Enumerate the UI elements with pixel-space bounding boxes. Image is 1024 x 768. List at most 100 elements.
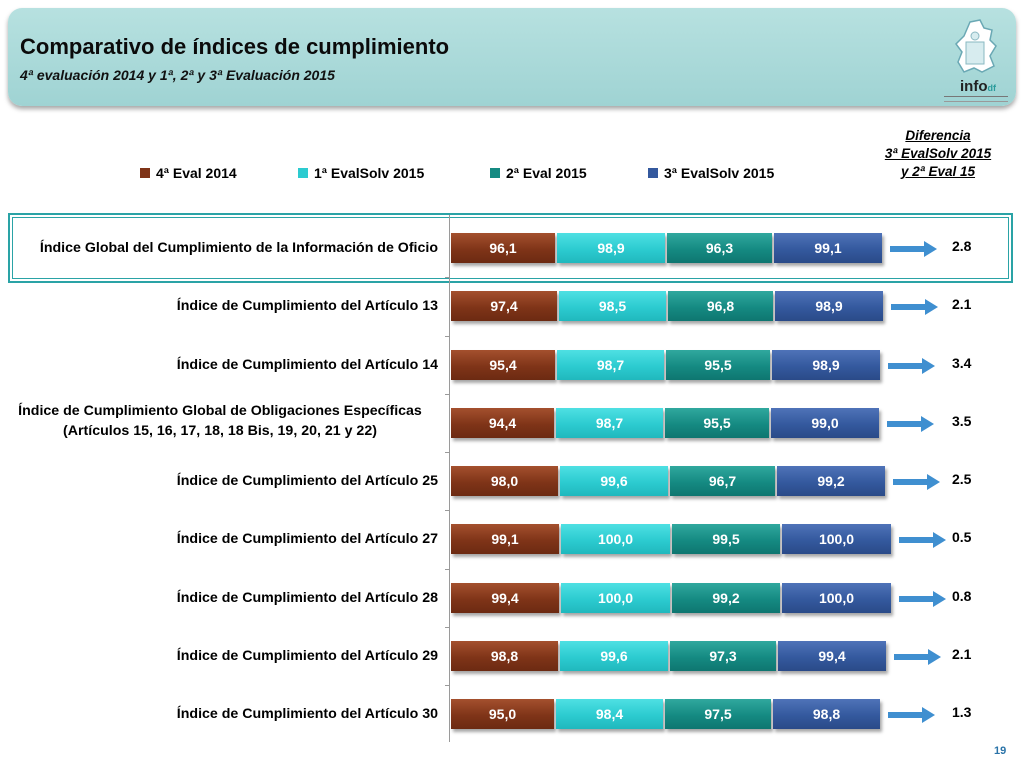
- category-label: Índice de Cumplimiento del Artículo 14: [10, 355, 438, 375]
- data-label: 100,0: [597, 531, 634, 547]
- data-label: 98,9: [815, 298, 843, 314]
- difference-header-line: y 2ª Eval 15: [900, 164, 976, 179]
- legend-item: 1ª EvalSolv 2015: [298, 165, 424, 181]
- bar-segment: 100,0: [561, 524, 670, 554]
- difference-value: 2.1: [952, 646, 972, 662]
- right-arrow-icon: [890, 241, 937, 257]
- axis-tick: [445, 685, 450, 686]
- data-label: 99,1: [814, 240, 842, 256]
- category-axis: [449, 215, 450, 742]
- category-label-line: Índice de Cumplimiento del Artículo 30: [176, 706, 438, 722]
- category-label-line: Índice de Cumplimiento del Artículo 27: [176, 531, 438, 547]
- data-label: 99,4: [818, 648, 846, 664]
- difference-value: 3.4: [952, 355, 972, 371]
- axis-tick: [445, 277, 450, 278]
- bar-segment: 94,4: [451, 408, 554, 438]
- data-label: 98,7: [595, 415, 624, 431]
- category-label: Índice de Cumplimiento del Artículo 25: [10, 471, 438, 491]
- category-label-line: Índice de Cumplimiento del Artículo 13: [176, 298, 438, 314]
- difference-header-line: 3ª EvalSolv 2015: [884, 146, 992, 161]
- bar-segment: 98,9: [557, 233, 665, 263]
- bar-segment: 99,6: [560, 641, 668, 671]
- bar-segment: 99,2: [672, 583, 780, 613]
- axis-tick: [445, 336, 450, 337]
- data-label: 96,8: [706, 298, 735, 314]
- bar-segment: 97,5: [665, 699, 771, 729]
- infodf-logo: infodf: [940, 16, 1012, 104]
- bar-segment: 96,1: [451, 233, 555, 263]
- bar-segment: 98,0: [451, 466, 558, 496]
- data-label: 96,7: [708, 473, 737, 489]
- legend-label: 1ª EvalSolv 2015: [314, 165, 425, 181]
- data-label: 99,1: [491, 531, 519, 547]
- bar-segment: 99,2: [777, 466, 885, 496]
- logo-fine-print: [944, 96, 1008, 102]
- bar-segment: 99,5: [672, 524, 780, 554]
- data-label: 100,0: [818, 531, 855, 547]
- bar-segment: 96,7: [670, 466, 775, 496]
- legend-label: 3ª EvalSolv 2015: [664, 165, 775, 181]
- difference-value: 2.1: [952, 296, 972, 312]
- bar-segment: 96,3: [667, 233, 772, 263]
- axis-tick: [445, 394, 450, 395]
- bar-segment: 99,1: [774, 233, 882, 263]
- axis-tick: [445, 627, 450, 628]
- axis-tick: [445, 569, 450, 570]
- page-title: Comparativo de índices de cumplimiento: [20, 34, 450, 59]
- difference-value: 1.3: [952, 704, 972, 720]
- category-label-line: Índice Global del Cumplimiento de la Inf…: [39, 240, 438, 256]
- data-label: 95,5: [703, 415, 731, 431]
- right-arrow-icon: [894, 649, 941, 665]
- legend-item: 4ª Eval 2014: [140, 165, 237, 181]
- title-panel: Comparativo de índices de cumplimiento 4…: [8, 8, 1016, 106]
- bar-segment: 97,3: [670, 641, 776, 671]
- data-label: 96,1: [489, 240, 517, 256]
- data-label: 98,0: [490, 473, 519, 489]
- right-arrow-icon: [893, 474, 940, 490]
- data-label: 96,3: [705, 240, 734, 256]
- bar-segment: 98,4: [556, 699, 663, 729]
- category-label-line: Índice de Cumplimiento del Artículo 29: [176, 648, 438, 664]
- bar-segment: 95,0: [451, 699, 554, 729]
- category-label-line: Índice de Cumplimiento Global de Obligac…: [18, 403, 422, 419]
- legend-swatch: [490, 168, 500, 178]
- bar-segment: 98,5: [559, 291, 666, 321]
- data-label: 98,5: [598, 298, 627, 314]
- bar-segment: 98,9: [772, 350, 880, 380]
- bar-segment: 99,4: [778, 641, 886, 671]
- data-label: 98,7: [596, 357, 625, 373]
- bar-segment: 99,6: [560, 466, 668, 496]
- page-subtitle: 4ª evaluación 2014 y 1ª, 2ª y 3ª Evaluac…: [20, 67, 335, 83]
- data-label: 100,0: [597, 590, 634, 606]
- bar-segment: 98,9: [775, 291, 883, 321]
- bar-segment: 98,7: [557, 350, 664, 380]
- category-label: Índice de Cumplimiento del Artículo 28: [10, 588, 438, 608]
- right-arrow-icon: [891, 299, 938, 315]
- difference-value: 3.5: [952, 413, 972, 429]
- category-label: Índice Global del Cumplimiento de la Inf…: [10, 238, 438, 258]
- legend-item: 2ª Eval 2015: [490, 165, 587, 181]
- legend-label: 2ª Eval 2015: [506, 165, 587, 181]
- category-label: Índice de Cumplimiento Global de Obligac…: [12, 401, 428, 441]
- logo-emblem-icon: [955, 19, 997, 73]
- difference-header-line: Diferencia: [905, 128, 971, 143]
- data-label: 98,9: [597, 240, 625, 256]
- category-label-line: Índice de Cumplimiento del Artículo 25: [176, 473, 438, 489]
- category-label-line: (Artículos 15, 16, 17, 18, 18 Bis, 19, 2…: [63, 423, 377, 439]
- category-label-line: Índice de Cumplimiento del Artículo 14: [176, 357, 438, 373]
- bar-segment: 99,4: [451, 583, 559, 613]
- category-label-line: Índice de Cumplimiento del Artículo 28: [176, 590, 438, 606]
- highlighted-row-frame: [8, 213, 1013, 283]
- legend-swatch: [648, 168, 658, 178]
- bar-segment: 96,8: [668, 291, 773, 321]
- legend-item: 3ª EvalSolv 2015: [648, 165, 774, 181]
- data-label: 95,5: [704, 357, 732, 373]
- data-label: 99,5: [712, 531, 740, 547]
- difference-value: 2.5: [952, 471, 972, 487]
- difference-value: 0.5: [952, 529, 972, 545]
- bar-segment: 97,4: [451, 291, 557, 321]
- bar-segment: 95,4: [451, 350, 555, 380]
- right-arrow-icon: [888, 358, 935, 374]
- data-label: 98,8: [812, 706, 841, 722]
- logo-text: infodf: [960, 78, 996, 95]
